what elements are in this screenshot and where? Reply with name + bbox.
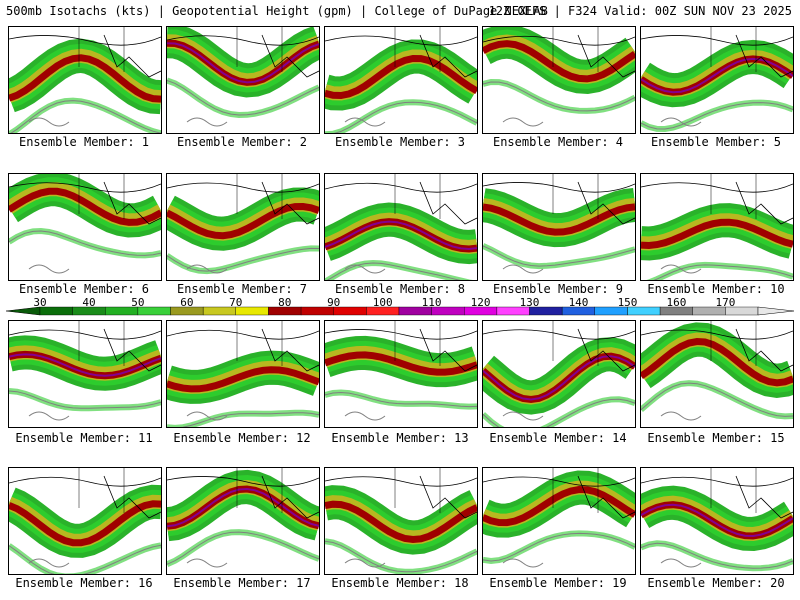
- colorbar-tick-label: 70: [229, 296, 243, 309]
- jet-stream-map: [9, 468, 161, 574]
- map-title: 500mb Isotachs (kts) | Geopotential Heig…: [6, 4, 548, 18]
- colorbar-tick-label: 60: [180, 296, 194, 309]
- ensemble-map-panel: [482, 467, 636, 575]
- jet-stream-map: [641, 174, 793, 280]
- jet-stream-map: [641, 27, 793, 133]
- ensemble-map-panel: [166, 26, 320, 134]
- colorbar-tick-label: 150: [617, 296, 638, 309]
- ensemble-map-panel: [482, 320, 636, 428]
- ensemble-map-panel: [166, 320, 320, 428]
- ensemble-member-label: Ensemble Member: 9: [492, 282, 624, 296]
- ensemble-map-panel: [8, 26, 162, 134]
- colorbar-tick-label: 110: [421, 296, 442, 309]
- ensemble-map-panel: [8, 320, 162, 428]
- colorbar-high-arrow: [757, 306, 794, 316]
- ensemble-member-label: Ensemble Member: 15: [647, 431, 785, 445]
- jet-stream-map: [483, 321, 635, 427]
- ensemble-map-panel: [640, 173, 794, 281]
- ensemble-map-panel: [8, 467, 162, 575]
- ensemble-member-label: Ensemble Member: 6: [18, 282, 150, 296]
- jet-stream-map: [325, 468, 477, 574]
- ensemble-map-panel: [640, 26, 794, 134]
- ensemble-member-label: Ensemble Member: 2: [176, 135, 308, 149]
- jet-stream-map: [325, 321, 477, 421]
- jet-stream-map: [9, 321, 161, 421]
- colorbar-tick-label: 30: [33, 296, 47, 309]
- jet-stream-map: [325, 174, 477, 280]
- ensemble-member-label: Ensemble Member: 7: [176, 282, 308, 296]
- colorbar-tick-label: 100: [372, 296, 393, 309]
- ensemble-map-panel: [166, 467, 320, 575]
- ensemble-member-label: Ensemble Member: 17: [173, 576, 311, 590]
- ensemble-map-panel: [324, 26, 478, 134]
- ensemble-map-panel: [324, 320, 478, 428]
- ensemble-member-label: Ensemble Member: 4: [492, 135, 624, 149]
- ensemble-member-label: Ensemble Member: 1: [18, 135, 150, 149]
- jet-stream-map: [9, 27, 161, 133]
- jet-stream-map: [9, 174, 161, 274]
- colorbar-tick-label: 170: [715, 296, 736, 309]
- ensemble-member-label: Ensemble Member: 5: [650, 135, 782, 149]
- run-valid-time: 12Z GEFS | F324 Valid: 00Z SUN NOV 23 20…: [488, 4, 792, 18]
- jet-stream-map: [325, 27, 477, 133]
- colorbar-tick-label: 80: [278, 296, 292, 309]
- ensemble-map-panel: [640, 320, 794, 428]
- jet-stream-map: [641, 468, 793, 572]
- colorbar-tick-label: 160: [666, 296, 687, 309]
- ensemble-member-label: Ensemble Member: 8: [334, 282, 466, 296]
- ensemble-member-label: Ensemble Member: 16: [15, 576, 153, 590]
- jet-stream-map: [483, 468, 635, 568]
- colorbar-tick-label: 120: [470, 296, 491, 309]
- ensemble-member-label: Ensemble Member: 18: [331, 576, 469, 590]
- colorbar-tick-label: 90: [327, 296, 341, 309]
- ensemble-member-label: Ensemble Member: 20: [647, 576, 785, 590]
- colorbar-tick-label: 40: [82, 296, 96, 309]
- jet-stream-map: [483, 174, 635, 274]
- ensemble-map-panel: [324, 467, 478, 575]
- wind-speed-colorbar: [6, 306, 794, 316]
- ensemble-member-label: Ensemble Member: 11: [15, 431, 153, 445]
- colorbar-tick-label: 130: [519, 296, 540, 309]
- ensemble-member-label: Ensemble Member: 14: [489, 431, 627, 445]
- jet-stream-map: [641, 321, 793, 421]
- ensemble-member-label: Ensemble Member: 10: [647, 282, 785, 296]
- colorbar-tick-label: 140: [568, 296, 589, 309]
- ensemble-member-label: Ensemble Member: 19: [489, 576, 627, 590]
- jet-stream-map: [167, 468, 319, 568]
- ensemble-member-label: Ensemble Member: 13: [331, 431, 469, 445]
- ensemble-member-label: Ensemble Member: 3: [334, 135, 466, 149]
- ensemble-map-panel: [640, 467, 794, 575]
- jet-stream-map: [167, 321, 319, 427]
- jet-stream-map: [483, 27, 635, 127]
- ensemble-map-panel: [482, 173, 636, 281]
- colorbar-tick-label: 50: [131, 296, 145, 309]
- jet-stream-map: [167, 27, 319, 127]
- ensemble-map-panel: [8, 173, 162, 281]
- jet-stream-map: [167, 174, 319, 275]
- ensemble-map-panel: [166, 173, 320, 281]
- ensemble-member-label: Ensemble Member: 12: [173, 431, 311, 445]
- ensemble-map-panel: [482, 26, 636, 134]
- ensemble-map-panel: [324, 173, 478, 281]
